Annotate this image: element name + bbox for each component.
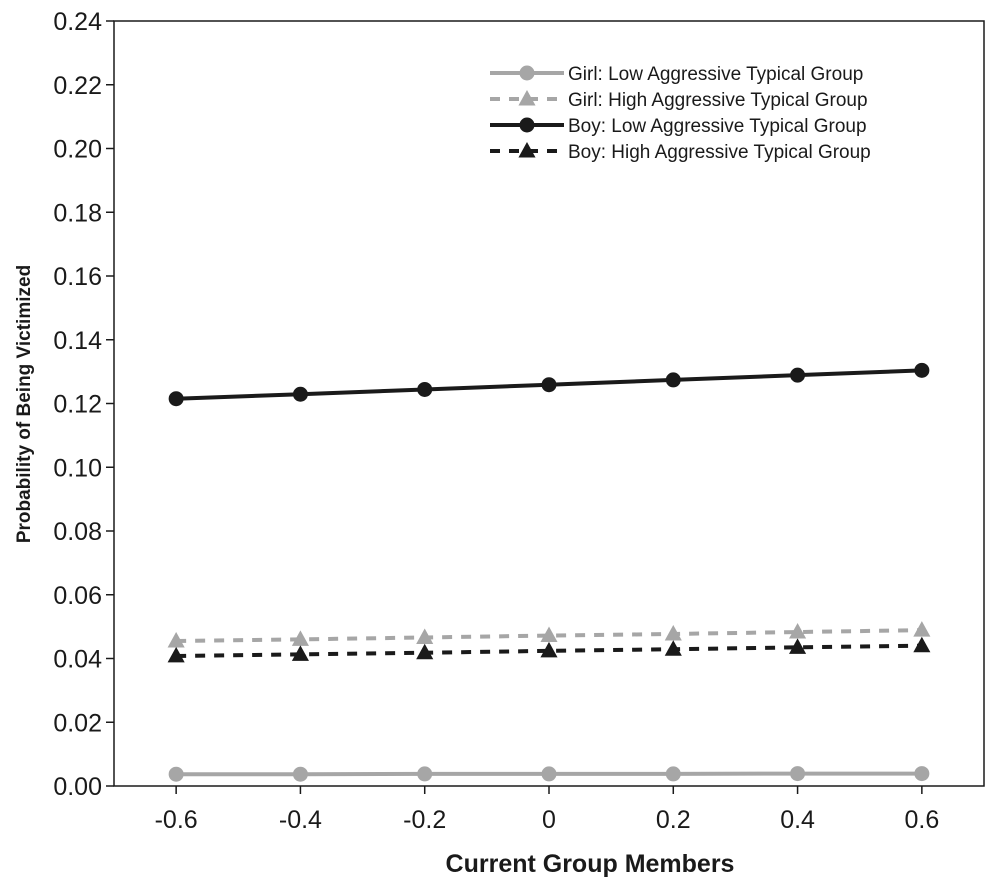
series-2 [167, 621, 931, 648]
x-tick-label: -0.6 [155, 806, 198, 834]
legend-marker [519, 117, 535, 133]
y-tick-label: 0.10 [53, 454, 102, 482]
legend: Girl: Low Aggressive Typical Group Girl: … [490, 64, 871, 163]
data-point [789, 638, 807, 654]
legend-label: Boy: Low Aggressive Typical Group [568, 116, 867, 137]
data-point [790, 766, 806, 782]
y-tick-label: 0.22 [53, 72, 102, 100]
data-point [292, 386, 308, 402]
y-tick-label: 0.12 [53, 391, 102, 419]
data-point [540, 641, 558, 658]
data-point [914, 362, 930, 378]
y-tick-label: 0.00 [53, 773, 102, 801]
data-point [416, 643, 434, 660]
data-point [790, 367, 806, 383]
legend-marker [518, 141, 536, 158]
y-tick-label: 0.18 [53, 199, 102, 227]
series-3 [168, 362, 930, 407]
x-axis: -0.6 -0.4 -0.2 0 0.2 0.4 0.6 [155, 786, 939, 834]
legend-marker [519, 65, 535, 81]
data-point [665, 766, 681, 782]
x-tick-label: 0 [542, 806, 556, 834]
data-point [664, 624, 682, 641]
data-point [789, 623, 807, 639]
data-point [914, 766, 930, 782]
legend-label: Girl: High Aggressive Typical Group [568, 90, 868, 111]
y-tick-label: 0.20 [53, 136, 102, 164]
data-point [417, 381, 433, 397]
data-point [167, 646, 185, 663]
legend-label: Boy: High Aggressive Typical Group [568, 142, 871, 163]
y-tick-label: 0.16 [53, 263, 102, 291]
data-point [168, 391, 184, 407]
series-4 [167, 636, 931, 663]
x-tick-label: 0.6 [904, 806, 939, 834]
data-point [664, 640, 682, 656]
data-point [665, 372, 681, 388]
data-point [416, 628, 434, 644]
data-point [541, 766, 557, 782]
legend-entry: Girl: High Aggressive Typical Group [490, 89, 868, 111]
x-tick-label: -0.2 [403, 806, 446, 834]
y-tick-label: 0.14 [53, 327, 102, 355]
legend-entry: Boy: Low Aggressive Typical Group [490, 116, 867, 137]
data-point [292, 766, 308, 782]
data-point [913, 636, 931, 653]
y-tick-label: 0.06 [53, 582, 102, 610]
legend-label: Girl: Low Aggressive Typical Group [568, 64, 863, 85]
y-tick-label: 0.08 [53, 518, 102, 546]
x-tick-label: 0.4 [780, 806, 815, 834]
data-point [541, 377, 557, 393]
series-layer [167, 362, 931, 782]
data-point [168, 766, 184, 782]
data-point [417, 766, 433, 782]
legend-entry: Boy: High Aggressive Typical Group [490, 141, 871, 163]
y-tick-label: 0.24 [53, 8, 102, 36]
x-axis-title: Current Group Members [446, 850, 735, 878]
series-1 [168, 766, 930, 782]
y-tick-label: 0.04 [53, 646, 102, 674]
data-point [540, 626, 558, 643]
legend-marker [518, 89, 536, 106]
data-point [913, 621, 931, 637]
legend-entry: Girl: Low Aggressive Typical Group [490, 64, 863, 85]
data-point [291, 645, 309, 661]
y-axis-title: Probability of Being Victimized [14, 265, 35, 543]
x-tick-label: 0.2 [656, 806, 691, 834]
y-axis: 0.00 0.02 0.04 0.06 0.08 0.10 0.12 0.14 0.16 0.18… [53, 8, 114, 801]
x-tick-label: -0.4 [279, 806, 322, 834]
y-tick-label: 0.02 [53, 709, 102, 737]
